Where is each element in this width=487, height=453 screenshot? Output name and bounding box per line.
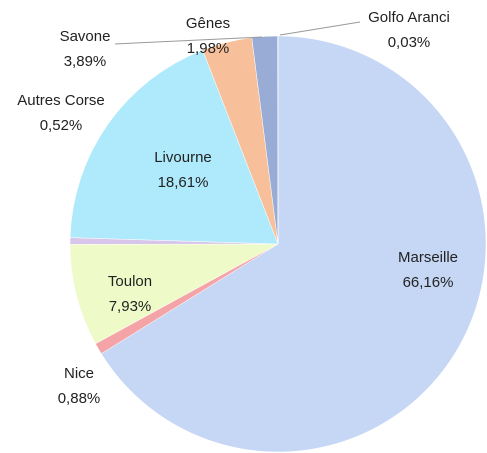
slice-label: Savone (60, 28, 111, 45)
slice-label: Gênes (186, 15, 230, 32)
slice-value-label: 3,89% (64, 53, 107, 70)
pie-slice (69, 243, 279, 345)
slice-label: Toulon (108, 273, 152, 290)
pie-slice (69, 49, 279, 245)
slice-label: Golfo Aranci (368, 9, 450, 26)
leader-line (279, 21, 361, 36)
slice-label: Nice (64, 365, 94, 382)
slice-label: Autres Corse (17, 92, 105, 109)
slice-value-label: 18,61% (158, 174, 209, 191)
slice-value-label: 1,98% (187, 40, 230, 57)
slice-value-label: 0,52% (40, 117, 83, 134)
slice-value-label: 7,93% (109, 298, 152, 315)
pie-slice (100, 35, 487, 453)
slice-label: Marseille (398, 249, 458, 266)
leader-line (114, 36, 263, 45)
slice-label: Livourne (154, 149, 212, 166)
slice-value-label: 66,16% (403, 274, 454, 291)
slice-value-label: 0,88% (58, 390, 101, 407)
slice-value-label: 0,03% (388, 34, 431, 51)
